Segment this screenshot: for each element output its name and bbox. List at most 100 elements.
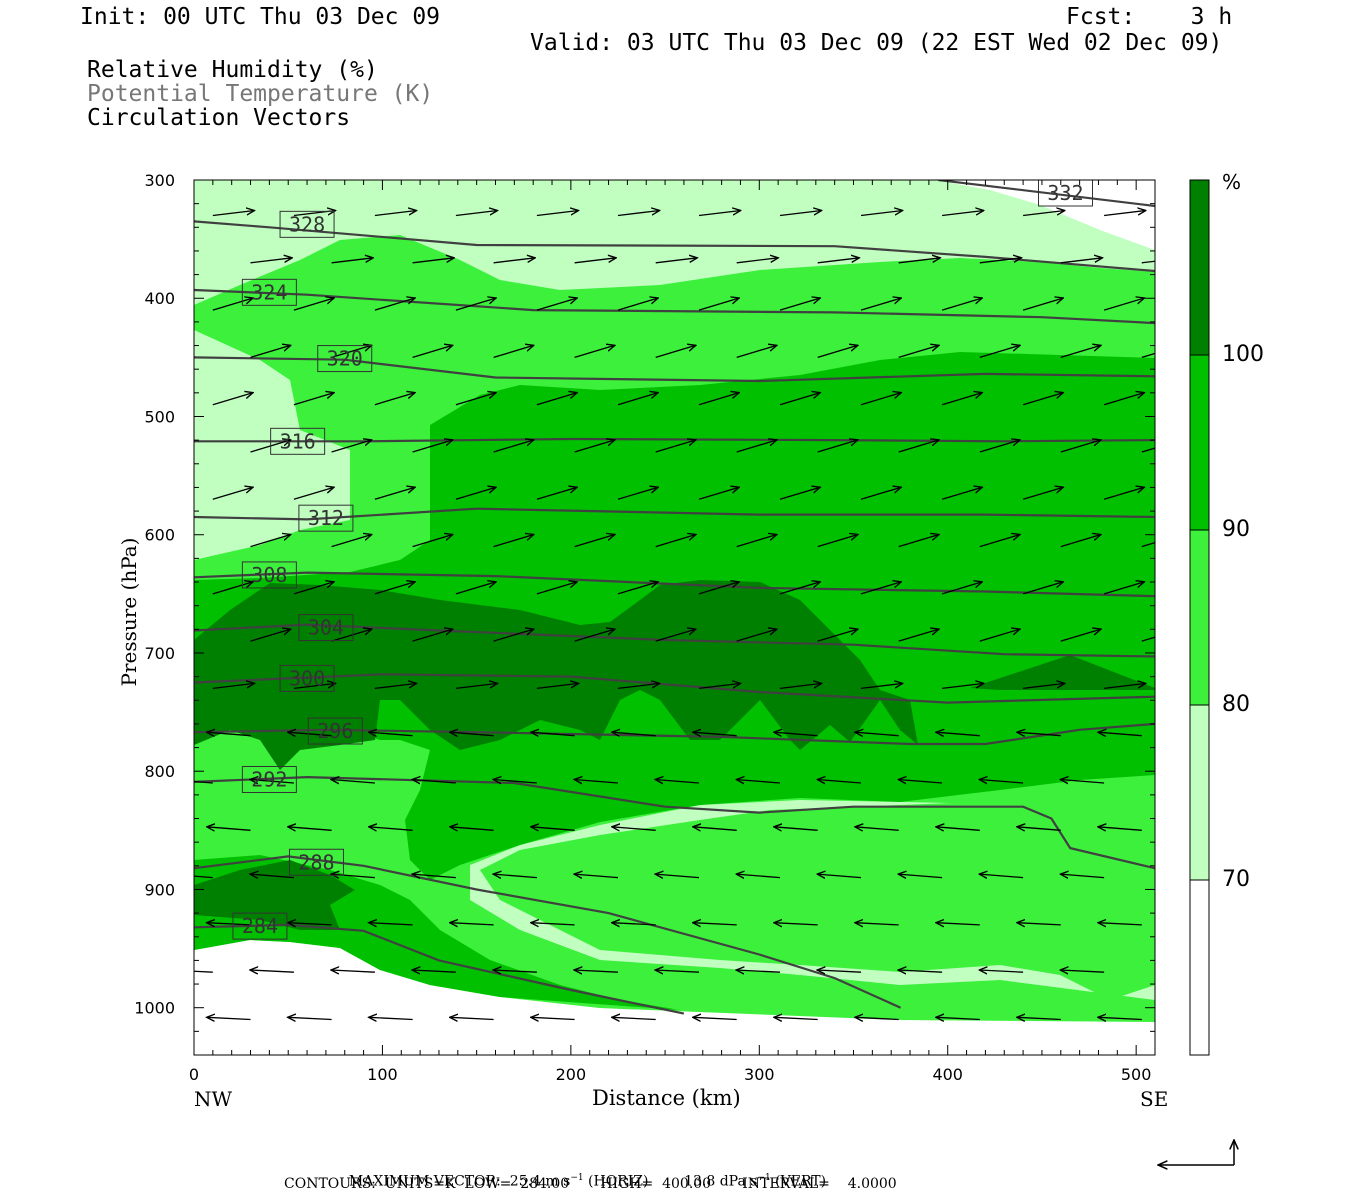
theta-label-box xyxy=(270,427,326,455)
circulation-vector xyxy=(574,780,619,784)
circulation-vector xyxy=(194,780,213,784)
circulation-vector xyxy=(779,487,820,500)
circulation-vector xyxy=(207,732,251,736)
circulation-vector xyxy=(617,582,658,595)
circulation-vector xyxy=(698,211,741,217)
theta-label-332: 332 xyxy=(1037,179,1093,207)
circulation-vector xyxy=(574,874,619,878)
circulation-vector xyxy=(331,440,372,453)
circulation-vector xyxy=(1017,732,1061,736)
circulation-vector xyxy=(817,970,862,972)
theta-label-292: 292 xyxy=(241,765,297,793)
circulation-vector xyxy=(536,487,577,500)
circulation-vector xyxy=(1017,827,1061,831)
circulation-vector xyxy=(331,345,372,359)
theta-contour-316 xyxy=(194,437,1155,443)
theta-label-box xyxy=(232,912,288,940)
colorbar-90-100 xyxy=(1190,355,1209,530)
circulation-vector xyxy=(1103,582,1144,595)
circulation-vector xyxy=(212,683,255,690)
circulation-vector xyxy=(693,923,737,925)
circulation-vector xyxy=(693,1017,737,1019)
circulation-vector xyxy=(212,582,253,595)
reference-vector xyxy=(1158,1140,1234,1165)
theta-label-284: 284 xyxy=(232,912,288,940)
rh-above-100-right xyxy=(970,655,1155,690)
circulation-vector xyxy=(1103,393,1144,406)
circulation-vector xyxy=(207,827,251,831)
theta-label-box xyxy=(241,278,297,306)
forecast-hour: Fcst: 3 h xyxy=(1066,4,1233,30)
circulation-vector xyxy=(936,923,980,925)
circulation-vector xyxy=(455,298,496,311)
circulation-vector xyxy=(860,683,903,690)
circulation-vector xyxy=(979,780,1024,784)
circulation-vector xyxy=(412,440,453,453)
circulation-vector xyxy=(293,582,334,595)
circulation-vector xyxy=(860,211,903,217)
circulation-vector xyxy=(493,780,537,784)
circulation-vector xyxy=(288,732,332,736)
circulation-vector xyxy=(531,923,575,925)
theta-contour-304 xyxy=(194,623,1155,658)
circulation-vector xyxy=(855,1017,899,1019)
circulation-vector xyxy=(898,780,943,784)
circulation-vector xyxy=(374,683,417,690)
circulation-vector xyxy=(855,923,899,925)
circulation-vector xyxy=(655,345,696,359)
theta-label-box xyxy=(298,614,354,642)
circulation-vector xyxy=(1141,447,1155,453)
circulation-vector xyxy=(250,874,294,878)
theta-contour-312 xyxy=(194,507,1155,521)
theta-label-box xyxy=(298,504,354,532)
circulation-vector xyxy=(293,298,334,311)
circulation-vector xyxy=(655,970,700,972)
theta-label-text: 296 xyxy=(317,719,353,743)
circulation-vector xyxy=(936,732,980,736)
circulation-vector xyxy=(412,345,453,359)
circulation-vector xyxy=(855,827,899,831)
theta-contour-320 xyxy=(194,356,1155,383)
init-time: Init: 00 UTC Thu 03 Dec 09 xyxy=(80,4,441,30)
circulation-vector xyxy=(574,440,615,453)
circulation-vector xyxy=(979,535,1020,548)
circulation-vector xyxy=(693,732,737,736)
colorbar-above-100 xyxy=(1190,180,1209,355)
plot-frame xyxy=(193,179,1156,1056)
circulation-vector xyxy=(617,393,658,406)
circulation-vector xyxy=(736,258,779,264)
circulation-vector xyxy=(493,440,534,453)
theta-label-text: 284 xyxy=(242,914,278,938)
circulation-vector xyxy=(331,780,375,784)
theta-contour-308 xyxy=(194,571,1155,598)
theta-label-296: 296 xyxy=(307,717,363,745)
y-tick-label: 300 xyxy=(144,171,175,190)
circulation-vector xyxy=(293,683,336,690)
x-tick-label: 500 xyxy=(1121,1065,1152,1084)
circulation-vector xyxy=(331,258,374,264)
circulation-vector xyxy=(1098,827,1142,831)
circulation-vector xyxy=(1060,535,1101,548)
circulation-vector xyxy=(455,487,496,500)
circulation-vector xyxy=(1103,298,1144,311)
max-vector-prefix: MAXIMUM VECTOR: 25.4 m s xyxy=(348,1173,571,1190)
rh-above-100-low-left xyxy=(194,860,355,930)
circulation-vector xyxy=(1060,258,1103,264)
theta-label-text: 308 xyxy=(251,563,287,587)
circulation-vector xyxy=(779,582,820,595)
nw-label: NW xyxy=(194,1087,233,1111)
circulation-vector xyxy=(612,732,656,736)
circulation-vector xyxy=(531,1017,575,1019)
circulation-vector xyxy=(1141,260,1155,264)
circulation-vector xyxy=(212,298,253,311)
circulation-vector xyxy=(250,780,294,784)
circulation-vector xyxy=(698,393,739,406)
circulation-vector xyxy=(736,629,777,642)
theta-contour-284 xyxy=(194,923,685,1015)
circulation-vector xyxy=(1103,487,1144,500)
theta-label-box xyxy=(307,717,363,745)
max-vector-end: (VERT) xyxy=(770,1173,827,1190)
circulation-vector xyxy=(655,629,696,642)
circulation-vector xyxy=(331,970,375,972)
theta-label-320: 320 xyxy=(317,345,373,373)
